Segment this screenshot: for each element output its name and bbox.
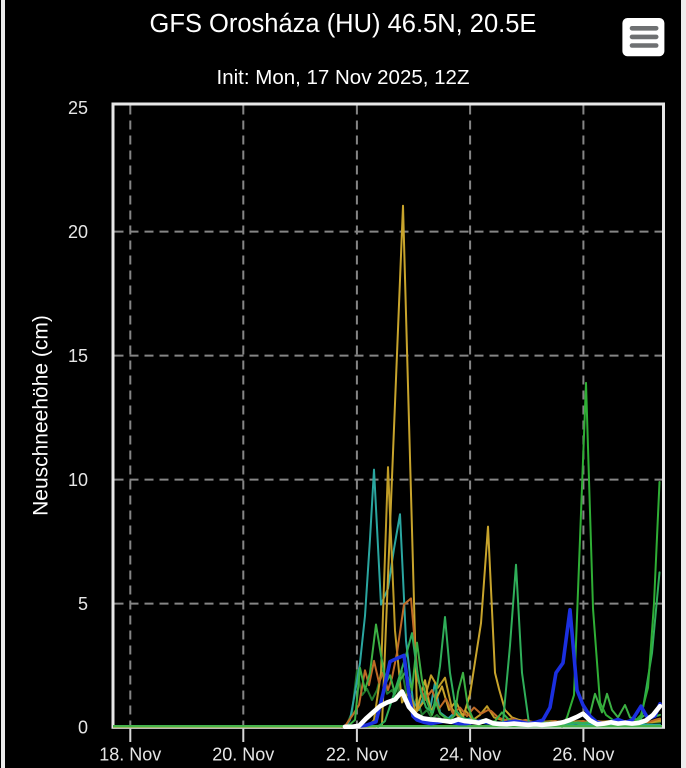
svg-text:15: 15	[68, 346, 88, 366]
svg-text:22. Nov: 22. Nov	[326, 745, 388, 765]
svg-text:18. Nov: 18. Nov	[99, 745, 161, 765]
svg-text:20: 20	[68, 222, 88, 242]
svg-text:0: 0	[78, 718, 88, 738]
svg-text:26. Nov: 26. Nov	[552, 745, 614, 765]
svg-text:Neuschneehöhe (cm): Neuschneehöhe (cm)	[30, 315, 53, 516]
svg-text:24. Nov: 24. Nov	[439, 745, 501, 765]
svg-text:20. Nov: 20. Nov	[212, 745, 274, 765]
svg-text:10: 10	[68, 470, 88, 490]
svg-text:25: 25	[68, 98, 88, 118]
svg-text:5: 5	[78, 594, 88, 614]
